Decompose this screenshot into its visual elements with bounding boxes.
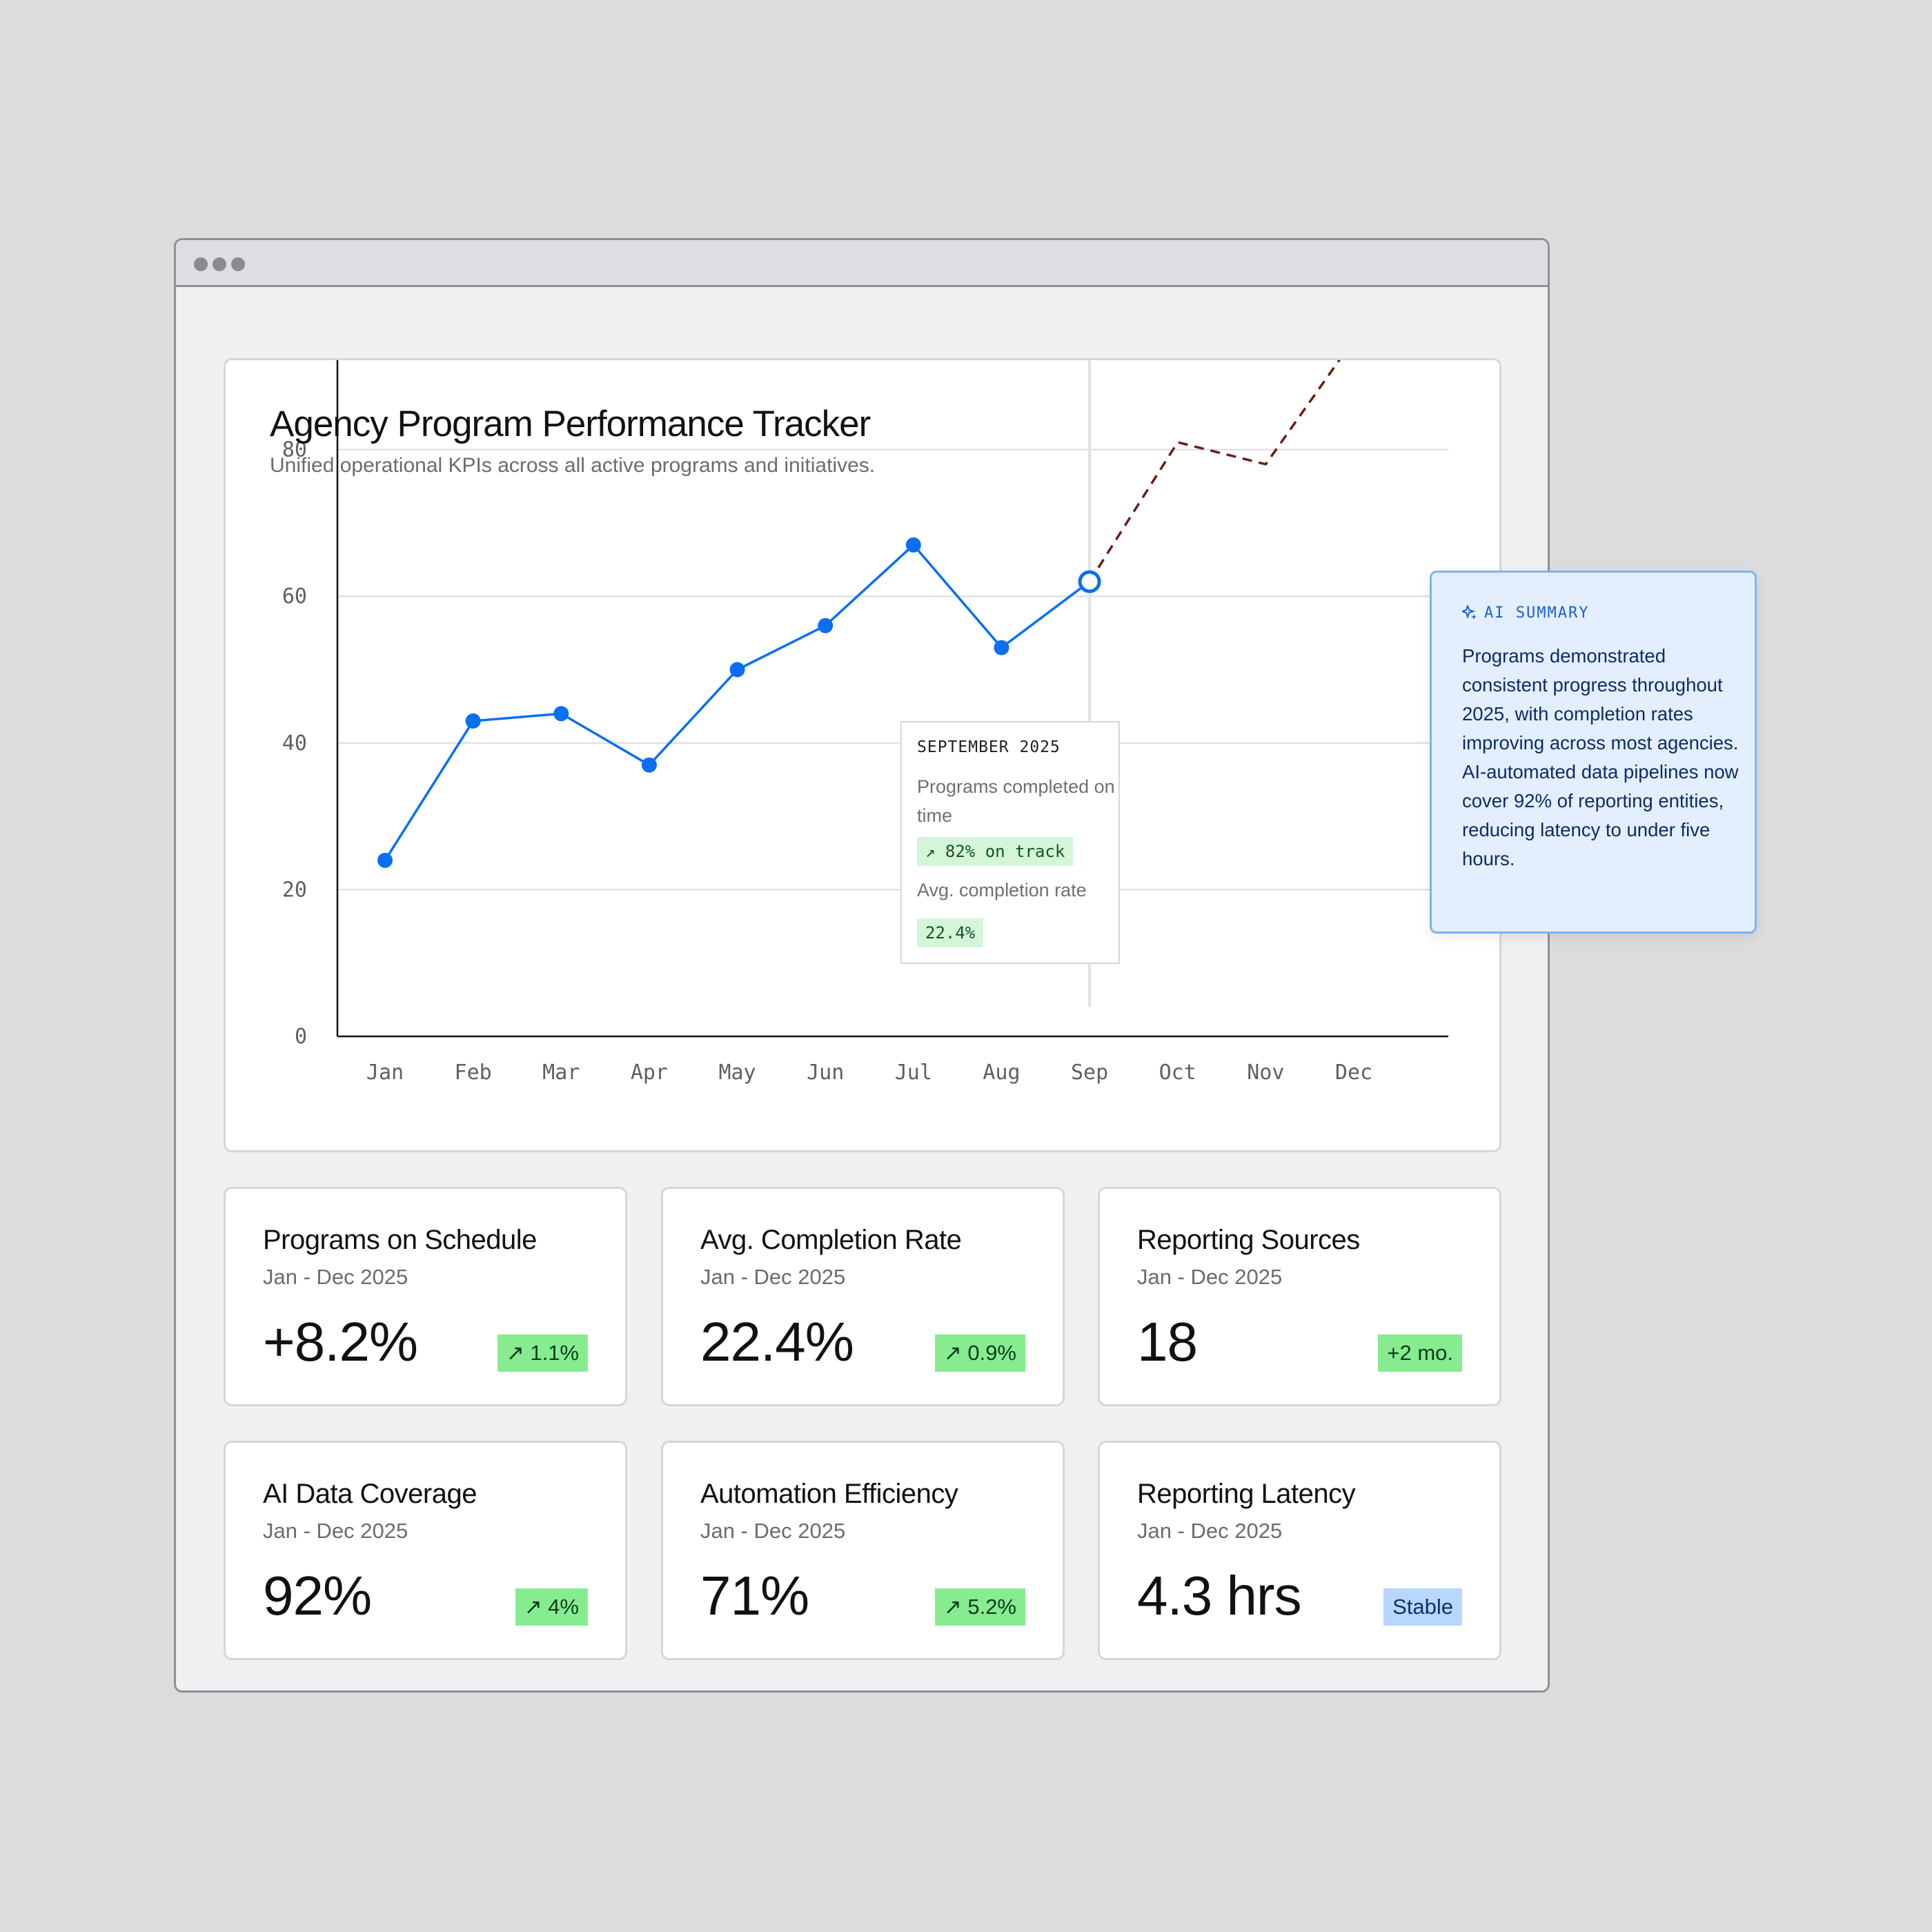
data-point	[377, 852, 393, 868]
kpi-range: Jan - Dec 2025	[263, 1519, 408, 1543]
kpi-trend-badge: ↗ 1.1%	[497, 1334, 588, 1372]
kpi-status-badge: Stable	[1383, 1588, 1462, 1626]
tooltip-badge: 22.4%	[917, 918, 984, 947]
kpi-title: Reporting Latency	[1137, 1479, 1356, 1509]
data-point	[729, 662, 745, 678]
tooltip-label: Programs completed on time	[917, 776, 1115, 826]
kpi-card[interactable]: Programs on Schedule Jan - Dec 2025 +8.2…	[224, 1187, 627, 1406]
ai-summary-text: Programs demonstrated consistent progres…	[1462, 645, 1739, 869]
x-tick-label: May	[718, 1061, 756, 1085]
kpi-range: Jan - Dec 2025	[1137, 1519, 1283, 1543]
page-title: Agency Program Performance Tracker	[270, 404, 871, 444]
kpi-value: 71%	[700, 1565, 809, 1626]
ai-summary-header: AI SUMMARY	[1459, 603, 1590, 622]
ai-summary-label: AI SUMMARY	[1484, 604, 1590, 622]
page-subtitle: Unified operational KPIs across all acti…	[270, 454, 876, 477]
x-tick-label: Jun	[807, 1061, 844, 1085]
kpi-value: 18	[1137, 1311, 1198, 1372]
kpi-card[interactable]: Reporting Latency Jan - Dec 2025 4.3 hrs…	[1098, 1441, 1501, 1660]
kpi-title: Automation Efficiency	[700, 1479, 958, 1509]
chart-panel: 020406080100JanFebMarAprMayJunJulAugSepO…	[224, 358, 1501, 1152]
tooltip-label: Avg. completion rate	[917, 880, 1087, 900]
browser-window: 020406080100JanFebMarAprMayJunJulAugSepO…	[174, 238, 1550, 1693]
kpi-title: Programs on Schedule	[263, 1225, 537, 1255]
data-point	[905, 537, 921, 553]
x-tick-label: Dec	[1335, 1061, 1372, 1085]
kpi-value: 92%	[263, 1565, 372, 1626]
window-control-dot[interactable]	[213, 257, 226, 271]
kpi-title: Avg. Completion Rate	[700, 1225, 962, 1255]
y-tick-label: 60	[282, 584, 307, 609]
kpi-trend-badge: ↗ 5.2%	[934, 1588, 1025, 1626]
kpi-range: Jan - Dec 2025	[700, 1519, 846, 1543]
tooltip-date: SEPTEMBER 2025	[917, 738, 1061, 756]
kpi-card[interactable]: Automation Efficiency Jan - Dec 2025 71%…	[661, 1441, 1065, 1660]
data-point	[641, 757, 657, 773]
window-titlebar	[176, 240, 1548, 287]
data-point	[994, 640, 1009, 656]
highlighted-data-point	[1078, 570, 1101, 593]
x-tick-label: Nov	[1247, 1061, 1284, 1085]
x-tick-label: Jul	[895, 1061, 932, 1085]
kpi-range: Jan - Dec 2025	[1137, 1265, 1283, 1289]
kpi-trend-badge: ↗ 4%	[515, 1588, 588, 1626]
data-point	[465, 713, 481, 729]
forecast-line	[1088, 360, 1341, 582]
kpi-title: AI Data Coverage	[263, 1479, 477, 1509]
kpi-range: Jan - Dec 2025	[700, 1265, 846, 1289]
kpi-range: Jan - Dec 2025	[263, 1265, 408, 1289]
x-tick-label: Feb	[455, 1061, 492, 1085]
y-tick-label: 20	[282, 878, 307, 902]
tooltip-badge: ↗ 82% on track	[917, 837, 1074, 866]
kpi-value: +8.2%	[263, 1311, 418, 1372]
x-tick-label: Jan	[366, 1061, 404, 1085]
kpi-title: Reporting Sources	[1137, 1225, 1360, 1255]
kpi-trend-badge: ↗ 0.9%	[934, 1334, 1025, 1372]
line-chart: 020406080100JanFebMarAprMayJunJulAugSepO…	[282, 360, 1448, 1085]
data-point	[818, 618, 834, 633]
window-control-dot[interactable]	[194, 257, 208, 271]
y-tick-label: 80	[282, 438, 307, 462]
kpi-card[interactable]: AI Data Coverage Jan - Dec 2025 92% ↗ 4%	[224, 1441, 627, 1660]
kpi-value: 4.3 hrs	[1137, 1565, 1302, 1626]
y-tick-label: 0	[295, 1025, 307, 1049]
x-tick-label: Oct	[1159, 1061, 1196, 1085]
ai-summary-card: AI SUMMARY Programs demonstrated consist…	[1430, 571, 1757, 934]
chart-tooltip: SEPTEMBER 2025 Programs completed on tim…	[900, 721, 1120, 964]
kpi-card[interactable]: Avg. Completion Rate Jan - Dec 2025 22.4…	[661, 1187, 1065, 1406]
y-tick-label: 40	[282, 731, 307, 756]
x-tick-label: Mar	[542, 1061, 580, 1085]
kpi-value: 22.4%	[700, 1311, 854, 1372]
x-tick-label: Sep	[1071, 1061, 1108, 1085]
window-control-dot[interactable]	[231, 257, 245, 271]
data-point	[553, 706, 569, 722]
kpi-trend-badge: +2 mo.	[1378, 1334, 1462, 1372]
sparkle-icon	[1459, 603, 1477, 620]
x-tick-label: Apr	[631, 1061, 668, 1085]
kpi-card[interactable]: Reporting Sources Jan - Dec 2025 18 +2 m…	[1098, 1187, 1501, 1406]
x-tick-label: Aug	[983, 1061, 1020, 1085]
